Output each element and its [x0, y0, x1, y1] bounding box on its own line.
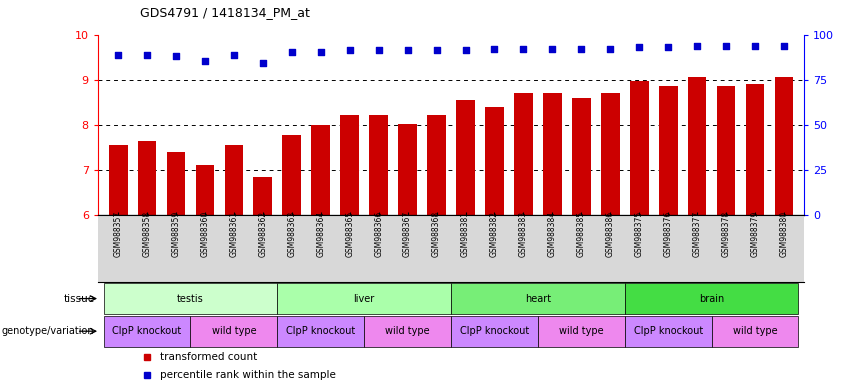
- Point: [690, 43, 704, 49]
- Point: [661, 44, 675, 50]
- Bar: [191, 316, 277, 347]
- Bar: [456, 100, 475, 215]
- Bar: [572, 98, 591, 215]
- Point: [430, 47, 443, 53]
- Text: GDS4791 / 1418134_PM_at: GDS4791 / 1418134_PM_at: [140, 6, 311, 19]
- Point: [488, 46, 501, 53]
- Point: [227, 52, 241, 58]
- Bar: [625, 283, 798, 314]
- Bar: [451, 283, 625, 314]
- Bar: [543, 93, 562, 215]
- Point: [372, 47, 386, 53]
- Bar: [451, 316, 538, 347]
- Bar: [109, 145, 128, 215]
- Bar: [340, 115, 359, 215]
- Bar: [225, 145, 243, 215]
- Point: [777, 43, 791, 49]
- Bar: [745, 84, 764, 215]
- Point: [256, 60, 270, 66]
- Point: [169, 53, 183, 59]
- Bar: [196, 166, 214, 215]
- Text: liver: liver: [353, 293, 374, 304]
- Text: ClpP knockout: ClpP knockout: [112, 326, 182, 336]
- Point: [603, 46, 617, 52]
- Text: ClpP knockout: ClpP knockout: [286, 326, 356, 336]
- Point: [140, 52, 154, 58]
- Bar: [277, 283, 451, 314]
- Text: wild type: wild type: [559, 326, 603, 336]
- Text: transformed count: transformed count: [160, 352, 257, 362]
- Text: wild type: wild type: [212, 326, 256, 336]
- Bar: [485, 107, 504, 215]
- Text: brain: brain: [699, 293, 724, 304]
- Point: [574, 46, 588, 52]
- Text: genotype/variation: genotype/variation: [2, 326, 94, 336]
- Bar: [398, 124, 417, 215]
- Bar: [514, 93, 533, 215]
- Text: testis: testis: [177, 293, 204, 304]
- Bar: [688, 78, 706, 215]
- Point: [111, 52, 125, 58]
- Bar: [774, 78, 793, 215]
- Bar: [625, 316, 711, 347]
- Bar: [659, 86, 677, 215]
- Bar: [104, 283, 277, 314]
- Text: heart: heart: [525, 293, 551, 304]
- Point: [632, 44, 646, 50]
- Bar: [167, 152, 186, 215]
- Bar: [104, 316, 191, 347]
- Bar: [711, 316, 798, 347]
- Bar: [601, 93, 620, 215]
- Text: ClpP knockout: ClpP knockout: [633, 326, 703, 336]
- Bar: [538, 316, 625, 347]
- Bar: [717, 86, 735, 215]
- Point: [343, 47, 357, 53]
- Point: [517, 46, 530, 52]
- Point: [314, 49, 328, 55]
- Bar: [254, 177, 272, 215]
- Bar: [630, 81, 648, 215]
- Text: wild type: wild type: [386, 326, 430, 336]
- Point: [401, 47, 414, 53]
- Bar: [364, 316, 451, 347]
- Bar: [311, 125, 330, 215]
- Point: [748, 43, 762, 49]
- Point: [545, 46, 559, 52]
- Point: [285, 49, 299, 55]
- Text: percentile rank within the sample: percentile rank within the sample: [160, 370, 336, 380]
- Bar: [283, 135, 301, 215]
- Text: ClpP knockout: ClpP knockout: [460, 326, 529, 336]
- Bar: [277, 316, 364, 347]
- Text: tissue: tissue: [63, 293, 94, 304]
- Bar: [369, 115, 388, 215]
- Point: [719, 43, 733, 49]
- Point: [459, 47, 472, 53]
- Bar: [138, 141, 157, 215]
- Point: [198, 58, 212, 64]
- Text: wild type: wild type: [733, 326, 777, 336]
- Bar: [427, 115, 446, 215]
